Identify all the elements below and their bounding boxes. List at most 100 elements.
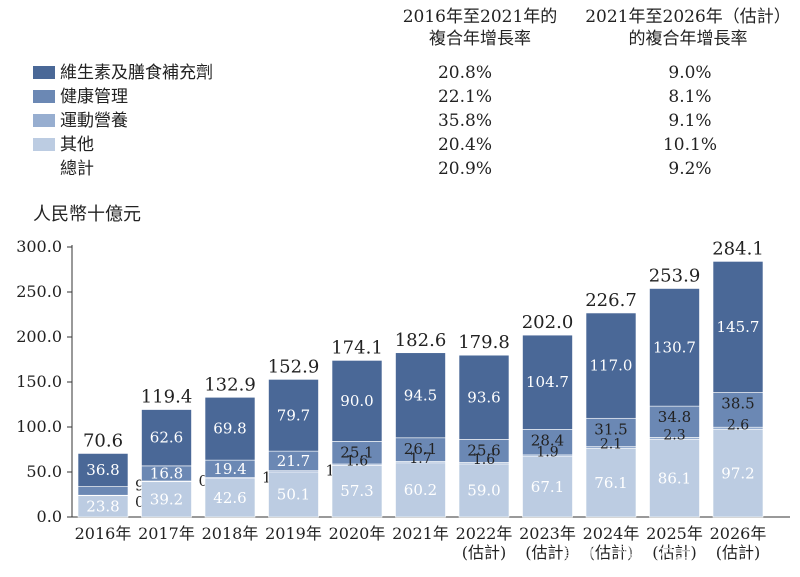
- data-label: 42.6: [213, 489, 246, 507]
- bar-segment: [204, 478, 256, 518]
- legend-label: 運動營養: [60, 111, 128, 131]
- x-tick-label: 2024年: [583, 524, 640, 543]
- data-label: 39.2: [150, 490, 183, 508]
- legend-row-health-management: 健康管理 22.1% 8.1%: [0, 86, 800, 108]
- bar-segment: [141, 409, 192, 467]
- y-tick-label: 50.0: [26, 462, 62, 481]
- bar-segment: [141, 481, 192, 518]
- cagr-value: 20.8%: [437, 63, 492, 83]
- data-label: 145.7: [717, 318, 760, 336]
- legend-row-vitamins: 維生素及膳食補充劑 20.8% 9.0%: [0, 62, 800, 84]
- bar-segment: [522, 429, 573, 456]
- data-label: 1.6: [473, 452, 495, 468]
- cagr-value: 9.0%: [668, 63, 712, 83]
- cagr-value: 20.9%: [437, 159, 492, 179]
- y-tick-label: 300.0: [16, 237, 62, 256]
- data-label: 86.1: [658, 469, 691, 487]
- legend-swatch: [33, 90, 55, 103]
- bar-segment: [585, 448, 637, 518]
- data-label: 104.7: [526, 373, 569, 391]
- bar-segment: [458, 354, 510, 440]
- data-label: 23.8: [86, 497, 119, 515]
- bar-segment: [395, 462, 446, 518]
- total-label: 70.6: [83, 430, 123, 451]
- bar-segment: [522, 334, 573, 430]
- total-label: 152.9: [268, 356, 320, 377]
- data-label: 94.5: [404, 386, 437, 404]
- data-label: 28.4: [531, 431, 564, 449]
- data-label: 1.7: [409, 451, 431, 467]
- x-tick-label: 2023年: [519, 524, 576, 543]
- data-label: 67.1: [531, 478, 564, 496]
- bar-segment: [585, 312, 637, 419]
- data-label: 62.6: [150, 429, 183, 447]
- data-label: 25.1: [340, 443, 373, 461]
- legend-label: 其他: [60, 135, 94, 155]
- data-label: 50.1: [277, 485, 310, 503]
- bar-segment: [77, 453, 129, 487]
- cagr-value: 20.4%: [437, 135, 492, 155]
- bar-segment: [649, 288, 700, 407]
- x-tick-label: (估計): [652, 543, 697, 562]
- data-label: 38.5: [721, 395, 754, 413]
- total-label: 202.0: [522, 312, 574, 333]
- bar-segment: [522, 456, 573, 518]
- header-line: 2021年至2026年（估計）: [585, 7, 791, 27]
- data-label: 79.7: [277, 406, 310, 424]
- bar-segment: [395, 352, 446, 439]
- total-label: 179.8: [458, 332, 510, 353]
- data-label: 31.5: [594, 420, 627, 438]
- bar-segment: [77, 486, 129, 496]
- total-label: 174.1: [331, 337, 383, 358]
- total-label: 284.1: [712, 238, 764, 259]
- data-label: 2.3: [663, 428, 685, 444]
- legend-swatch: [33, 114, 55, 127]
- bar-segment: [712, 261, 764, 393]
- cagr-value: 8.1%: [668, 87, 712, 107]
- y-tick-label: 200.0: [16, 327, 62, 346]
- data-label: 76.1: [594, 474, 627, 492]
- bar-segment: [712, 429, 764, 518]
- header-line: 複合年增長率: [429, 29, 531, 49]
- header-line: 2016年至2021年的: [402, 7, 558, 27]
- cagr-value: 9.2%: [668, 159, 712, 179]
- y-tick-label: 0.0: [37, 507, 62, 526]
- header-cagr-2016-2021: 2016年至2021年的 複合年增長率: [370, 6, 590, 50]
- x-tick-label: 2018年: [202, 524, 259, 543]
- bar-segment: [712, 392, 764, 428]
- data-label: 16.8: [150, 464, 183, 482]
- legend-label: 健康管理: [60, 87, 128, 107]
- y-tick-label: 100.0: [16, 417, 62, 436]
- cagr-value: 9.1%: [668, 111, 712, 131]
- data-label: 69.8: [213, 420, 246, 438]
- data-label: 57.3: [340, 482, 373, 500]
- x-tick-label: 2016年: [75, 524, 132, 543]
- legend-label: 總計: [60, 159, 94, 179]
- data-label: 93.6: [467, 388, 500, 406]
- watermark: 雪球：樓蘭大王丁: [560, 542, 712, 563]
- total-label: 226.7: [585, 290, 637, 311]
- total-label: 119.4: [141, 387, 193, 408]
- bar-segment: [649, 405, 700, 438]
- data-label: 2.6: [727, 418, 749, 434]
- cagr-value: 35.8%: [437, 111, 492, 131]
- y-tick-label: 250.0: [16, 282, 62, 301]
- header-cagr-2021-2026: 2021年至2026年（估計） 的複合年增長率: [578, 6, 798, 50]
- bar-segment: [204, 397, 256, 461]
- x-tick-label: 2026年: [710, 524, 767, 543]
- data-label: 59.0: [467, 481, 500, 499]
- total-label: 253.9: [649, 265, 701, 286]
- data-label: 19.4: [213, 460, 246, 478]
- y-axis-unit-label: 人民幣十億元: [33, 204, 141, 225]
- x-tick-label: 2017年: [138, 524, 195, 543]
- bar-segment: [268, 379, 319, 452]
- data-label: 2.1: [600, 437, 622, 453]
- bar-segment: [649, 439, 700, 518]
- x-tick-label: (估計): [589, 543, 634, 562]
- legend-table: 2016年至2021年的 複合年增長率 2021年至2026年（估計） 的複合年…: [0, 0, 800, 190]
- legend-row-sports-nutrition: 運動營養 35.8% 9.1%: [0, 110, 800, 132]
- data-label: 1.9: [536, 445, 558, 461]
- data-label: 34.8: [658, 408, 691, 426]
- stacked-bar-chart: 0.0 50.0 100.0 150.0 200.0 250.0 300.0 23.8 36.8…: [16, 237, 790, 562]
- data-label: 36.8: [86, 461, 119, 479]
